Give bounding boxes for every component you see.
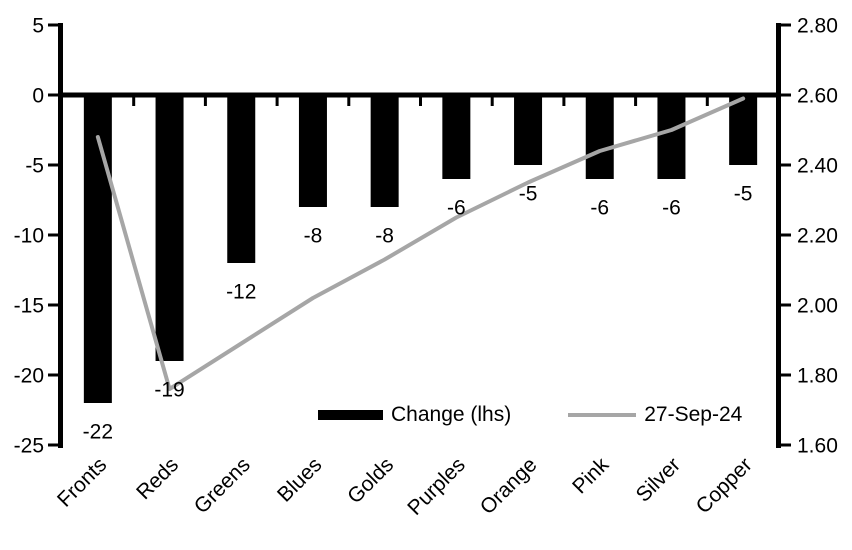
right-axis-tick-label: 2.00 [797, 294, 838, 317]
category-label-pink: Pink [568, 453, 614, 499]
right-axis-tick [779, 93, 791, 97]
left-axis-tick [48, 233, 60, 237]
bar-value-label: -19 [154, 378, 184, 401]
left-axis-tick [48, 93, 60, 97]
bar-golds [370, 95, 399, 207]
bar-fronts [83, 95, 112, 403]
legend-label-date: 27-Sep-24 [644, 403, 743, 426]
right-axis-tick [779, 373, 791, 377]
bar-value-label: -8 [304, 224, 323, 247]
category-label-fronts: Fronts [53, 453, 111, 511]
bar-orange [514, 95, 543, 165]
right-axis-tick [779, 163, 791, 167]
category-label-orange: Orange [476, 453, 542, 519]
legend-item-change: Change (lhs) [318, 403, 511, 427]
bar-copper [729, 95, 758, 165]
bar-value-label: -22 [83, 420, 113, 443]
left-axis-tick-label: -5 [25, 154, 44, 177]
left-axis-tick [48, 443, 60, 447]
right-axis-tick-label: 2.60 [797, 84, 838, 107]
bar-value-label: -6 [447, 196, 466, 219]
category-label-silver: Silver [632, 453, 685, 506]
legend-item-date: 27-Sep-24 [511, 403, 742, 427]
category-label-golds: Golds [343, 453, 398, 508]
left-axis-tick-label: -15 [14, 294, 44, 317]
x-axis-tick [132, 95, 136, 106]
right-axis-tick-label: 1.80 [797, 364, 838, 387]
right-axis-tick [779, 23, 791, 27]
left-axis-tick-label: 5 [32, 14, 44, 37]
right-axis-line [776, 23, 781, 448]
chart-legend: Change (lhs) 27-Sep-24 [318, 403, 742, 427]
legend-line-swatch-icon [568, 413, 637, 417]
category-label-blues: Blues [273, 453, 326, 506]
right-axis-tick [779, 233, 791, 237]
left-axis-tick [48, 163, 60, 167]
right-axis-tick-label: 2.40 [797, 154, 838, 177]
x-axis-tick [275, 95, 279, 106]
category-label-copper: Copper [692, 453, 757, 518]
left-axis-tick [48, 373, 60, 377]
line-series-27-sep-24 [95, 96, 746, 391]
category-label-reds: Reds [132, 453, 183, 504]
right-axis-tick-label: 1.60 [797, 434, 838, 457]
left-axis-tick-label: -10 [14, 224, 44, 247]
bar-blues [298, 95, 327, 207]
right-axis-tick-label: 2.80 [797, 14, 838, 37]
bar-value-label: -5 [519, 182, 538, 205]
left-axis-line [58, 23, 63, 448]
bar-value-label: -8 [375, 224, 394, 247]
left-axis-tick [48, 23, 60, 27]
bar-value-label: -5 [734, 182, 753, 205]
x-axis-tick [347, 95, 351, 106]
category-label-greens: Greens [190, 453, 255, 518]
bar-reds [155, 95, 184, 361]
left-axis-tick-label: -20 [14, 364, 44, 387]
bar-pink [585, 95, 614, 179]
left-axis-tick-label: -25 [14, 434, 44, 457]
x-axis-tick [562, 95, 566, 106]
legend-label-change: Change (lhs) [391, 403, 512, 426]
x-axis-tick [419, 95, 422, 106]
x-axis-tick [490, 95, 494, 106]
bar-value-label: -6 [662, 196, 681, 219]
x-axis-tick [705, 95, 709, 106]
bar-value-label: -6 [590, 196, 609, 219]
legend-bar-swatch-icon [318, 410, 383, 420]
left-axis-tick [48, 303, 60, 307]
bar-value-label: -12 [226, 280, 256, 303]
bar-silver [657, 95, 686, 179]
bar-greens [227, 95, 256, 263]
x-axis-tick [634, 95, 638, 106]
category-label-purples: Purples [403, 453, 470, 520]
right-axis-tick [779, 303, 791, 307]
left-axis-tick-label: 0 [32, 84, 44, 107]
right-axis-tick [779, 443, 791, 447]
x-axis-tick [203, 95, 207, 106]
right-axis-tick-label: 2.20 [797, 224, 838, 247]
bar-purples [442, 95, 471, 179]
